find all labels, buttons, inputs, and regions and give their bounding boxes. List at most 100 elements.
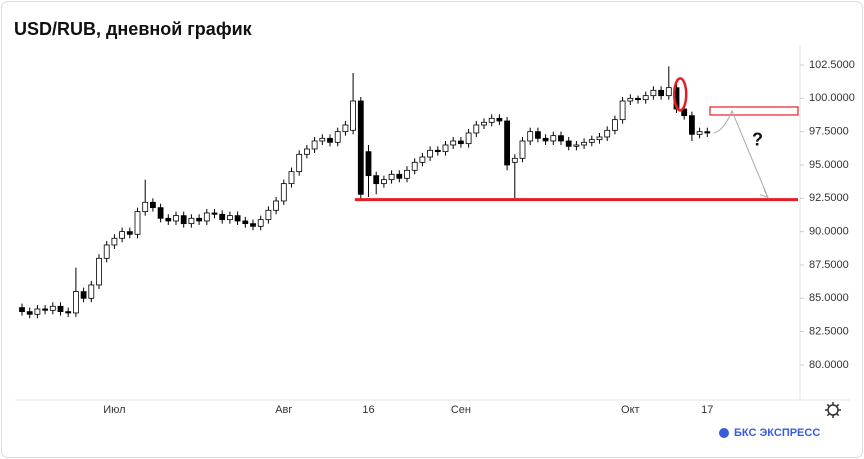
candle-body — [19, 307, 25, 313]
candle-body — [519, 140, 526, 159]
candle-body — [134, 211, 141, 235]
candle-body — [203, 212, 210, 222]
candle-body — [73, 291, 79, 314]
candle-body — [119, 231, 125, 239]
highlight-ellipse — [672, 77, 688, 112]
candle-body — [481, 121, 487, 126]
candle-body — [288, 171, 295, 185]
candle-body — [535, 131, 541, 139]
candle-body — [234, 215, 241, 222]
candle-body — [34, 308, 41, 315]
candle-body — [42, 308, 48, 311]
candle-body — [450, 140, 457, 146]
target-zone — [709, 106, 799, 116]
candle-body — [473, 124, 480, 134]
candle-body — [488, 117, 495, 123]
candle-body — [496, 117, 503, 122]
candle-body — [442, 144, 449, 153]
candle-body — [196, 217, 203, 222]
candle-body — [411, 161, 418, 171]
candle-body — [303, 148, 310, 155]
candle-body — [188, 217, 195, 225]
candle-body — [404, 169, 410, 179]
candle-body — [365, 151, 372, 177]
candle-body — [527, 131, 534, 142]
candle-body — [504, 120, 511, 166]
candle-body — [180, 215, 187, 225]
candle-body — [80, 291, 87, 299]
candle-body — [665, 87, 672, 97]
x-tick-label: Июл — [103, 404, 125, 416]
candle-body — [642, 95, 649, 101]
candle-body — [65, 311, 72, 314]
candle-body — [334, 131, 341, 143]
x-tick-label: 17 — [701, 404, 713, 416]
candle-body — [103, 244, 110, 259]
candle-body — [250, 223, 256, 227]
candle-body — [165, 217, 172, 222]
annotation: ? — [752, 130, 763, 150]
candle-body — [96, 257, 102, 286]
y-tick-label: 80.0000 — [809, 359, 849, 371]
brand-logo: БКС ЭКСПРЕСС — [719, 427, 820, 439]
candle-body — [157, 207, 164, 219]
y-tick-label: 100.0000 — [809, 92, 855, 104]
candle-body — [565, 140, 572, 147]
y-tick-label: 102.5000 — [809, 59, 855, 71]
candle-body — [88, 284, 95, 299]
candle-body — [604, 129, 611, 138]
candle-body — [550, 135, 557, 142]
candle-body — [704, 131, 711, 134]
candle-body — [380, 179, 387, 185]
candle-body — [588, 139, 595, 143]
candle-body — [57, 305, 64, 313]
candle-body — [273, 200, 280, 211]
candle-body — [689, 115, 695, 135]
candle-body — [558, 135, 564, 142]
candle-body — [373, 175, 380, 185]
candle-body — [427, 149, 434, 158]
candle-body — [226, 215, 233, 221]
candle-body — [635, 97, 641, 101]
y-tick-label: 82.5000 — [809, 326, 849, 338]
candle-body — [658, 89, 664, 97]
forecast-arrow — [713, 109, 769, 198]
candle-body — [265, 209, 272, 221]
candle-body — [619, 100, 626, 121]
candle-body — [242, 220, 249, 225]
x-tick-label: Окт — [621, 404, 640, 416]
candle-body — [350, 100, 357, 131]
candle-body — [327, 137, 333, 143]
chart-title: USD/RUB, дневной график — [14, 19, 253, 39]
candle-body — [49, 305, 56, 311]
candle-body — [173, 215, 179, 222]
y-tick-label: 97.5000 — [809, 126, 849, 138]
candle-body — [681, 108, 688, 117]
candle-body — [542, 137, 549, 142]
candle-body — [142, 201, 149, 213]
brand-text: БКС ЭКСПРЕСС — [734, 427, 820, 439]
candle-body — [357, 100, 364, 195]
candle-body — [211, 212, 218, 215]
candle-body — [465, 132, 472, 145]
candle-body — [126, 231, 133, 235]
candle-body — [342, 124, 349, 133]
settings-icon[interactable] — [825, 402, 841, 418]
candle-body — [319, 137, 326, 142]
candle-body — [650, 89, 657, 97]
y-tick-label: 85.0000 — [809, 292, 849, 304]
candle-body — [219, 213, 226, 221]
y-tick-label: 90.0000 — [809, 226, 849, 238]
candle-body — [419, 156, 426, 163]
candle-body — [111, 237, 118, 246]
candle-body — [696, 131, 703, 135]
candle-body — [396, 173, 403, 179]
candle-body — [573, 144, 580, 147]
y-tick-label: 92.5000 — [809, 192, 849, 204]
candle-body — [511, 157, 518, 163]
x-tick-label: Авг — [275, 404, 292, 416]
candle-body — [434, 149, 441, 153]
x-tick-label: Сен — [451, 404, 471, 416]
